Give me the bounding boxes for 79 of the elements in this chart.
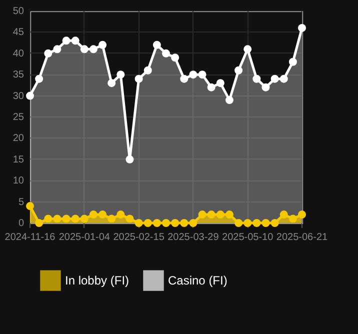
point <box>108 79 116 88</box>
y-tick-label: 50 <box>12 6 24 17</box>
y-tick-label: 25 <box>12 112 24 123</box>
point <box>171 219 180 227</box>
point <box>198 210 206 219</box>
y-tick-label: 15 <box>12 154 24 166</box>
legend-label: In lobby (FI) <box>65 274 130 288</box>
point <box>189 219 198 227</box>
point <box>244 45 252 54</box>
point <box>116 70 125 79</box>
point <box>26 92 34 100</box>
point <box>270 74 279 83</box>
point <box>288 58 297 66</box>
x-tick-label: 2025-06-21 <box>276 232 328 243</box>
point <box>234 219 243 227</box>
point <box>62 214 70 223</box>
point <box>98 40 107 49</box>
point <box>189 70 198 79</box>
point <box>162 219 170 227</box>
x-tick-label: 2025-05-10 <box>222 232 274 243</box>
point <box>144 66 152 74</box>
point <box>44 49 52 58</box>
point <box>252 74 261 83</box>
point <box>162 49 170 58</box>
x-tick-label: 2025-03-29 <box>168 232 220 243</box>
y-tick-label: 45 <box>12 27 24 38</box>
point <box>35 219 44 227</box>
point <box>144 219 152 227</box>
point <box>71 214 80 223</box>
point <box>53 45 62 54</box>
legend-label: Casino (FI) <box>168 274 228 288</box>
point <box>53 214 62 223</box>
y-tick-label: 40 <box>12 48 24 60</box>
point <box>152 219 161 227</box>
point <box>225 96 234 104</box>
x-tick-label: 2025-01-04 <box>58 232 110 243</box>
point <box>62 36 70 45</box>
point <box>71 36 80 45</box>
y-tick-label: 35 <box>12 70 24 81</box>
point <box>280 74 288 83</box>
point <box>207 210 216 219</box>
point <box>234 66 243 74</box>
y-tick-label: 30 <box>12 90 24 102</box>
point <box>98 210 107 219</box>
point <box>216 210 224 219</box>
point <box>270 219 279 227</box>
y-tick-label: 10 <box>12 176 24 187</box>
point <box>262 83 270 92</box>
point <box>180 74 188 83</box>
point <box>116 210 125 219</box>
point <box>89 210 98 219</box>
x-tick-label: 2025-02-15 <box>113 232 165 243</box>
y-tick-label: 5 <box>18 196 24 208</box>
point <box>244 219 252 227</box>
y-tick-label: 0 <box>18 218 24 229</box>
point <box>180 219 188 227</box>
point <box>207 83 216 92</box>
point <box>298 24 306 32</box>
point <box>280 210 288 219</box>
point <box>134 219 143 227</box>
point <box>44 214 52 223</box>
point <box>134 74 143 83</box>
point <box>80 45 88 54</box>
point <box>26 202 34 210</box>
point <box>288 214 297 223</box>
point <box>89 45 98 54</box>
point <box>35 74 44 83</box>
point <box>216 79 224 88</box>
point <box>80 214 88 223</box>
point <box>225 210 234 219</box>
y-tick-label: 20 <box>12 133 24 144</box>
point <box>198 70 206 79</box>
point <box>152 40 161 49</box>
point <box>171 54 180 62</box>
x-tick-label: 2024-11-16 <box>4 232 56 243</box>
point <box>262 219 270 227</box>
point <box>108 214 116 223</box>
point <box>298 210 306 219</box>
point <box>126 155 134 164</box>
